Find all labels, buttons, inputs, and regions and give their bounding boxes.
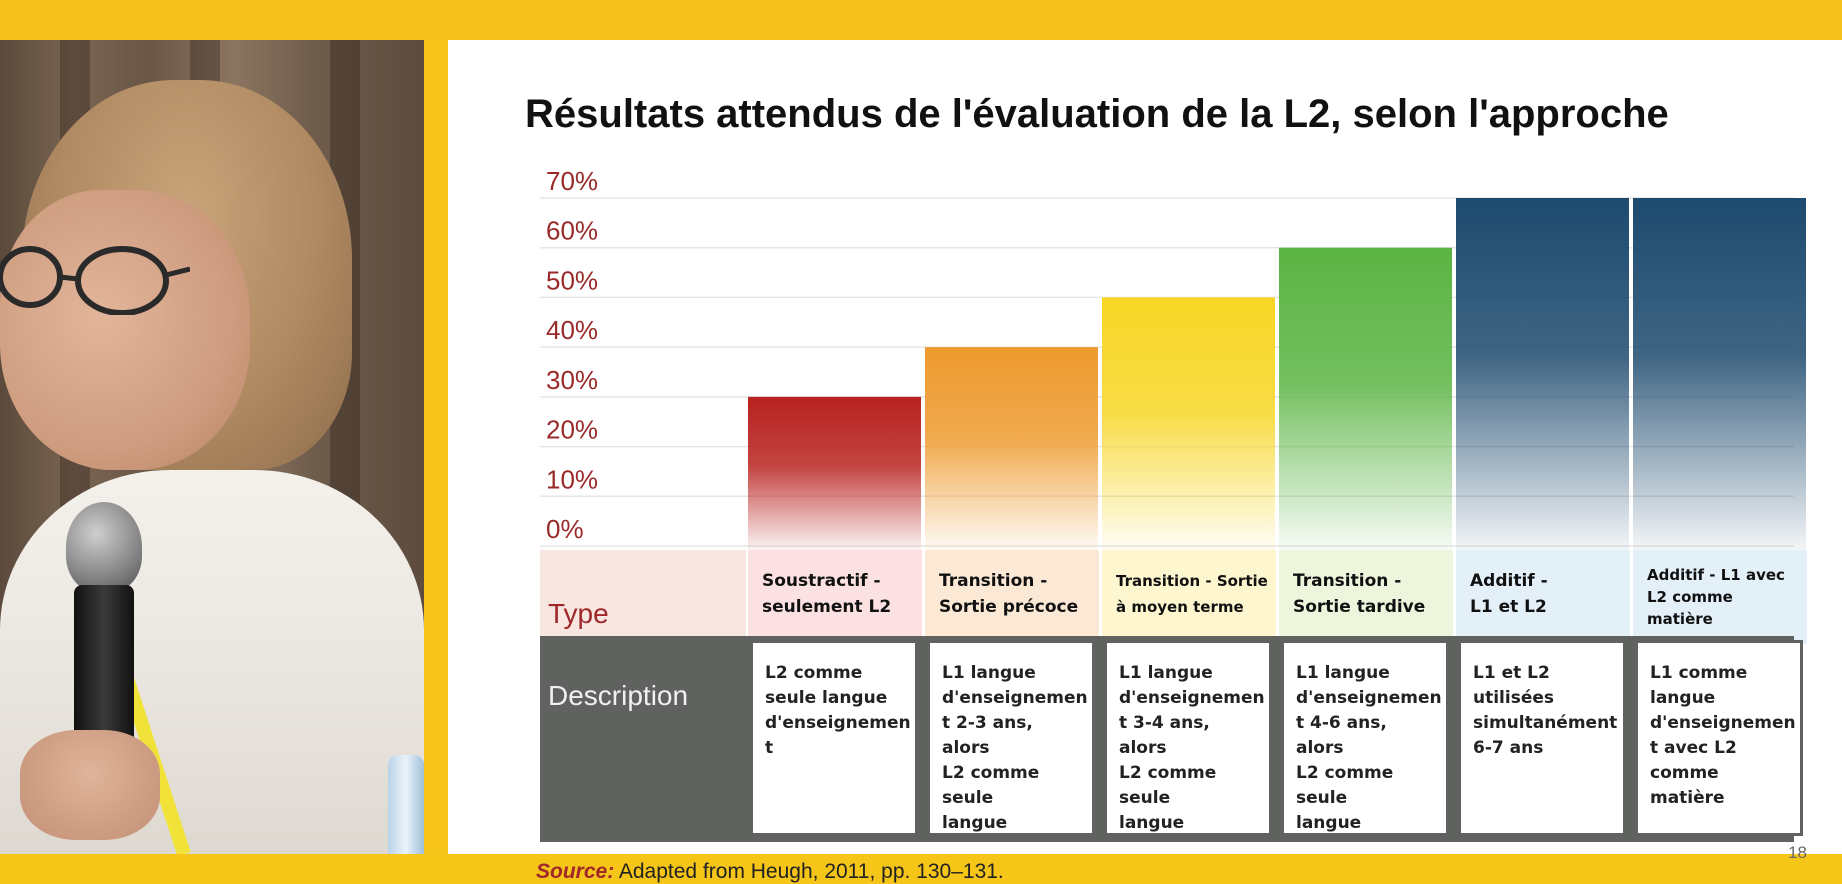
type-cell-4: Transition - Sortie tardive [1279,550,1453,644]
description-cell-5: L1 et L2 utilisées simultanément 6-7 ans [1458,640,1626,836]
y-tick-label: 20% [546,415,598,445]
description-line: comme matière [1650,763,1725,808]
type-cell-2: Transition - Sortie précoce [925,550,1099,644]
water-bottle [388,755,424,854]
description-line: L1 et L2 [1473,663,1550,683]
description-line: langue [1119,813,1185,833]
top-border [0,0,1842,40]
type-cell-line: Transition - Sortie [1116,572,1268,590]
type-cell-line: à moyen terme [1116,598,1244,616]
description-cell-1: L2 comme seule langue d'enseignemen t [750,640,918,836]
source-citation: Source: Adapted from Heugh, 2011, pp. 13… [536,860,1004,884]
description-line: L1 langue [1119,663,1213,683]
description-line: L2 comme seule [1296,763,1394,808]
description-line: t 3-4 ans, alors [1119,713,1210,758]
y-tick-label: 40% [546,315,598,345]
glasses-icon [0,246,190,315]
type-row-header: Type [540,550,746,644]
description-line: d'enseignemen [942,688,1088,708]
type-cell-line: L1 et L2 [1470,597,1547,617]
description-cell-6: L1 comme langue d'enseignemen t avec L2 comm… [1635,640,1803,836]
description-line: d'enseignemen [1650,713,1796,733]
type-cell-1: Soustractif - seulement L2 [748,550,922,644]
description-line: langue [1650,688,1716,708]
type-cell-5: Additif - L1 et L2 [1456,550,1630,644]
description-cell-3: L1 langue d'enseignemen t 3-4 ans, alors L2… [1104,640,1272,836]
y-tick-label: 30% [546,365,598,395]
description-line: seule langue [765,688,888,708]
speaker-video [0,40,424,854]
presentation-slide: Résultats attendus de l'évaluation de la… [448,40,1842,883]
description-line: L2 comme [765,663,863,683]
y-tick-label: 10% [546,464,598,494]
bar-1 [748,396,921,550]
type-cell-line: Additif - [1470,571,1548,591]
description-line: d'enseignemen [1296,688,1442,708]
page-number: 18 [1788,843,1807,862]
description-line: t 4-6 ans, alors [1296,713,1387,758]
type-cell-line: Sortie précoce [939,597,1079,617]
bar-3 [1102,297,1275,550]
type-cell-line: matière [1647,610,1713,628]
type-cell-line: Transition - [939,571,1048,591]
type-cell-line: L2 comme [1647,588,1733,606]
type-cell-line: Sortie tardive [1293,597,1426,617]
description-line: L1 langue [1296,663,1390,683]
type-cell-3: Transition - Sortie à moyen terme [1102,550,1276,644]
y-tick-label: 0% [546,514,584,544]
description-line: L1 comme [1650,663,1748,683]
type-cell-line: Additif - L1 avec [1647,566,1785,584]
y-tick-label: 60% [546,216,598,246]
slide-title: Résultats attendus de l'évaluation de la… [525,92,1669,136]
description-line: 6-7 ans [1473,738,1544,758]
source-label: Source: [536,860,615,883]
description-line: L2 comme seule [942,763,1040,808]
y-tick-label: 50% [546,265,598,295]
y-tick-label: 70% [546,166,598,196]
description-row: Description L2 comme seule langue d'enseig… [540,636,1803,842]
description-line: L2 comme seule [1119,763,1217,808]
microphone-icon [66,502,142,592]
bar-5 [1456,198,1629,550]
type-row-label: Type [548,598,609,629]
description-cell-4: L1 langue d'enseignemen t 4-6 ans, alors L2… [1281,640,1449,836]
type-cell-6: Additif - L1 avec L2 comme matière [1633,550,1807,644]
type-cell-line: Soustractif - [762,571,881,591]
description-line: t avec L2 [1650,738,1737,758]
description-line: d'enseignemen [765,713,911,733]
description-line: L1 langue [942,663,1036,683]
bar-4 [1279,247,1452,550]
description-line: d'enseignemen [1119,688,1265,708]
bar-2 [925,347,1098,550]
type-cell-line: Transition - [1293,571,1402,591]
description-cell-2: L1 langue d'enseignemen t 2-3 ans, alors L2… [927,640,1095,836]
bar-6 [1633,198,1806,550]
description-line: langue [1296,813,1362,833]
description-line: utilisées [1473,688,1555,708]
description-line: t 2-3 ans, alors [942,713,1033,758]
speaker-face [0,190,250,470]
description-line: simultanément [1473,713,1618,733]
type-cell-line: seulement L2 [762,597,892,617]
description-line: t [765,738,774,758]
y-axis-ticks: 0% 10% 20% 30% 40% 50% 60% 70% [546,166,598,544]
bar-chart: 0% 10% 20% 30% 40% 50% 60% 70% [540,166,1806,550]
bars [748,198,1806,550]
description-row-header: Description [540,636,746,842]
description-line: langue [942,813,1008,833]
description-row-label: Description [548,680,689,711]
speaker-hand [20,730,160,840]
type-row: Type Soustractif - seulement L2 Transition… [540,550,1807,644]
source-text: Adapted from Heugh, 2011, pp. 130–131. [614,860,1004,883]
